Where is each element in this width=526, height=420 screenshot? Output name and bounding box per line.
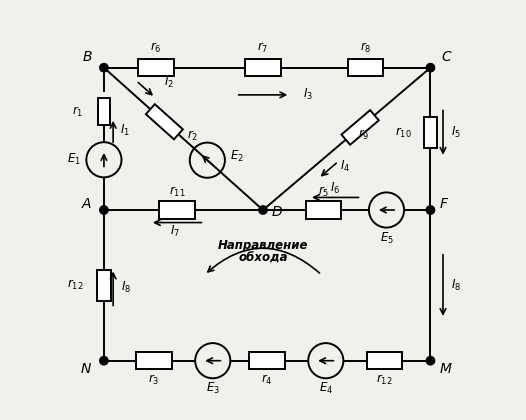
- Text: $I_3$: $I_3$: [303, 87, 313, 102]
- Circle shape: [426, 63, 434, 72]
- Text: $I_8$: $I_8$: [120, 280, 131, 295]
- Text: $I_5$: $I_5$: [451, 125, 460, 140]
- Text: $I_2$: $I_2$: [164, 75, 174, 90]
- Text: $r_{12}$: $r_{12}$: [376, 373, 392, 387]
- Text: $I_7$: $I_7$: [170, 224, 180, 239]
- Text: $r_{12}$: $r_{12}$: [67, 278, 84, 292]
- Text: $r_5$: $r_5$: [318, 185, 329, 199]
- Text: $E_5$: $E_5$: [380, 231, 393, 246]
- Bar: [136, 352, 172, 370]
- Text: $r_8$: $r_8$: [360, 41, 371, 55]
- Text: $I_6$: $I_6$: [330, 181, 340, 196]
- Text: $D$: $D$: [270, 205, 282, 219]
- Text: $r_9$: $r_9$: [358, 128, 369, 142]
- Bar: [424, 117, 437, 148]
- Circle shape: [100, 63, 108, 72]
- Circle shape: [426, 357, 434, 365]
- Text: Направление: Направление: [218, 239, 308, 252]
- Text: $I_1$: $I_1$: [120, 123, 130, 138]
- Circle shape: [100, 357, 108, 365]
- Text: $r_2$: $r_2$: [187, 129, 199, 144]
- Bar: [367, 352, 402, 370]
- Text: $A$: $A$: [81, 197, 92, 211]
- Text: $C$: $C$: [441, 50, 452, 64]
- Text: обхода: обхода: [238, 252, 288, 265]
- Polygon shape: [341, 110, 379, 145]
- Bar: [249, 352, 285, 370]
- Text: $E_4$: $E_4$: [319, 381, 333, 396]
- Circle shape: [426, 206, 434, 214]
- Text: $r_7$: $r_7$: [257, 41, 269, 55]
- Bar: [98, 98, 110, 125]
- Bar: [138, 59, 174, 76]
- Text: $F$: $F$: [439, 197, 449, 211]
- Text: $r_6$: $r_6$: [150, 41, 162, 55]
- Circle shape: [259, 206, 267, 214]
- Text: $r_4$: $r_4$: [261, 373, 273, 387]
- FancyArrowPatch shape: [208, 248, 319, 273]
- Text: $I_4$: $I_4$: [340, 159, 350, 174]
- Bar: [245, 59, 281, 76]
- Text: $E_3$: $E_3$: [206, 381, 220, 396]
- Text: $r_{10}$: $r_{10}$: [395, 126, 412, 139]
- Text: $r_3$: $r_3$: [148, 373, 160, 387]
- Text: $r_1$: $r_1$: [72, 105, 83, 119]
- Text: $E_2$: $E_2$: [230, 148, 244, 163]
- Text: $I_8$: $I_8$: [451, 278, 461, 293]
- Text: $r_{11}$: $r_{11}$: [169, 185, 186, 199]
- Bar: [348, 59, 383, 76]
- Text: $E_1$: $E_1$: [67, 152, 81, 167]
- Bar: [159, 201, 195, 219]
- Text: $M$: $M$: [439, 362, 452, 376]
- Circle shape: [100, 206, 108, 214]
- Text: $B$: $B$: [82, 50, 92, 64]
- Bar: [97, 270, 110, 301]
- Polygon shape: [146, 104, 183, 139]
- Text: $N$: $N$: [80, 362, 92, 376]
- Bar: [306, 201, 341, 219]
